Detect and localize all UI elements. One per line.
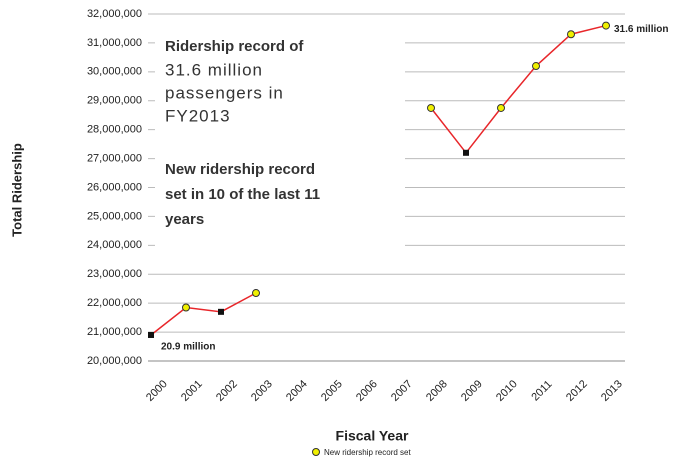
x-tick-label: 2000 xyxy=(144,378,170,404)
y-tick-label: 21,000,000 xyxy=(87,326,142,338)
y-tick-label: 30,000,000 xyxy=(87,66,142,78)
y-tick-label: 27,000,000 xyxy=(87,152,142,164)
x-tick-label: 2001 xyxy=(179,378,205,404)
x-tick-label: 2012 xyxy=(564,378,590,404)
text-box-line: Ridership record of xyxy=(165,38,304,55)
x-tick-label: 2005 xyxy=(319,378,345,404)
record-marker xyxy=(252,289,260,298)
x-tick-label: 2003 xyxy=(249,378,275,404)
marker xyxy=(463,149,469,156)
line xyxy=(150,292,257,336)
legend-marker xyxy=(312,448,320,456)
x-tick-label: 2002 xyxy=(214,378,240,404)
x-tick-label: 2008 xyxy=(424,378,450,404)
text-box-line: New ridership record xyxy=(165,161,315,178)
y-tick-label: 31,000,000 xyxy=(87,37,142,49)
annotation: 31.6 million xyxy=(614,24,668,35)
y-tick-label: 28,000,000 xyxy=(87,124,142,136)
record-marker xyxy=(182,303,190,312)
y-tick-label: 22,000,000 xyxy=(87,297,142,309)
record-marker xyxy=(497,103,505,112)
marker xyxy=(148,331,154,338)
y-tick-label: 25,000,000 xyxy=(87,210,142,222)
x-tick-label: 2011 xyxy=(529,378,554,403)
y-axis-title: Total Ridership xyxy=(9,143,24,237)
x-tick-label: 2009 xyxy=(459,378,485,404)
y-tick-label: 26,000,000 xyxy=(87,181,142,193)
annotation: 20.9 million xyxy=(161,342,215,353)
record-marker xyxy=(567,30,575,39)
text-box-line: 31.6 million xyxy=(165,60,263,79)
x-tick-label: 2004 xyxy=(284,378,310,404)
record-marker xyxy=(602,21,610,30)
x-tick-label: 2006 xyxy=(354,378,380,404)
y-tick-label: 20,000,000 xyxy=(87,355,142,367)
record-marker xyxy=(532,62,540,71)
text-box-line: years xyxy=(165,211,204,228)
x-tick-label: 2010 xyxy=(494,378,520,404)
y-tick-label: 23,000,000 xyxy=(87,268,142,280)
text-box xyxy=(155,18,405,272)
line xyxy=(430,24,607,155)
y-tick-label: 24,000,000 xyxy=(87,239,142,251)
x-tick-label: 2007 xyxy=(389,378,415,404)
text-box-line: FY2013 xyxy=(165,106,231,125)
y-tick-label: 29,000,000 xyxy=(87,95,142,107)
x-axis-title: Fiscal Year xyxy=(336,428,409,444)
record-marker xyxy=(427,103,435,112)
text-box-line: set in 10 of the last 11 xyxy=(165,186,320,203)
text-box-line: passengers in xyxy=(165,83,284,102)
y-tick-label: 32,000,000 xyxy=(87,8,142,20)
legend-label: New ridership record set xyxy=(324,448,411,457)
x-tick-label: 2013 xyxy=(599,378,625,404)
marker xyxy=(218,308,224,315)
